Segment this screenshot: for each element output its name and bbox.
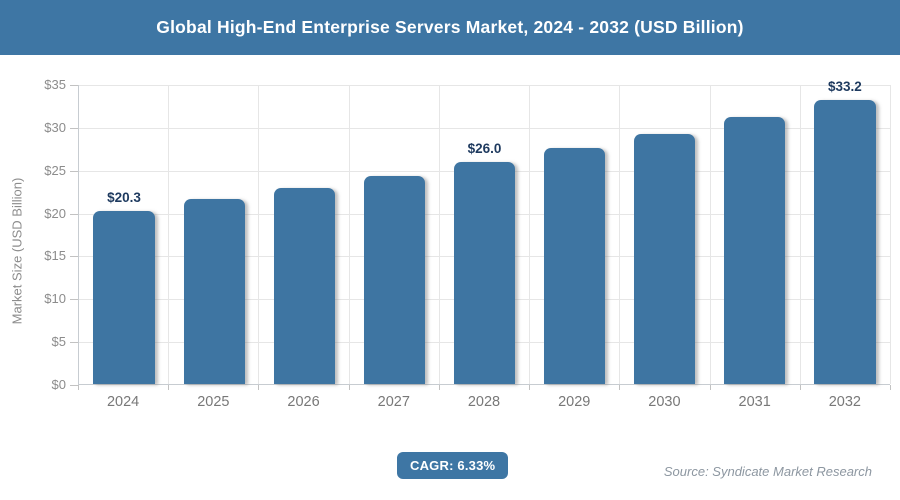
x-axis-label-2024: 2024 [106,394,140,410]
x-axis-label-2029: 2029 [558,394,591,410]
bar-column-2025 [169,85,259,384]
bars-layer: $20.3 $26.0 $33.2 [79,79,890,384]
bar-2029 [543,148,606,384]
gridline-vertical [619,85,621,384]
y-tick-mark [70,385,78,386]
x-axis-label-2032: 2032 [828,394,861,410]
source-text: Source: Syndicate Market Research [663,464,872,479]
x-axis-label-2031: 2031 [738,394,771,410]
x-tick-mark [348,385,350,390]
x-tick-mark [529,385,531,390]
bar-column-2024: $20.3 [79,85,169,384]
y-tick-mark [70,170,78,172]
y-tick-label: $30 [44,119,66,135]
x-axis-labels: 2024 2025 2026 2027 2028 2029 2030 2031 2032 [78,394,890,410]
bar-2027 [363,175,426,384]
y-tick-label: $10 [44,291,66,307]
bar-2032: $33.2 [814,79,876,384]
gridline-vertical [438,85,440,384]
bar-column-2027 [349,85,439,384]
x-tick-mark [619,385,621,390]
x-axis-label-2030: 2030 [648,394,681,410]
gridline-horizontal [79,85,890,86]
gridline-vertical [529,85,531,384]
bar-column-2028: $26.0 [439,85,529,384]
x-tick-mark [78,385,79,390]
title-bar: Global High-End Enterprise Servers Marke… [0,0,900,55]
bar-2025 [183,199,245,384]
y-tick-mark [70,342,78,344]
x-tick-mark [709,385,711,390]
bar-2028: $26.0 [453,141,516,384]
x-axis-label-2028: 2028 [467,394,501,410]
chart-title: Global High-End Enterprise Servers Marke… [156,17,744,37]
y-tick-label: $20 [44,205,66,221]
x-axis-label-2025: 2025 [197,394,230,410]
gridline-vertical [168,85,170,384]
bar-2026 [273,187,335,384]
plot-area: $20.3 $26.0 $33.2 [78,79,891,385]
x-tick-mark [168,385,170,390]
y-tick-label: $0 [51,377,66,392]
bar-value-label-2024: $20.3 [107,189,141,205]
y-tick-mark [70,256,78,258]
cagr-badge: CAGR: 6.33% [397,452,509,479]
gridline-vertical [799,85,801,384]
y-tick-mark [70,299,78,301]
y-tick-label: $15 [44,248,66,264]
bar-2024: $20.3 [93,190,155,384]
x-tick-mark [799,385,801,390]
y-tick-mark [70,85,78,86]
y-tick-label: $5 [51,334,66,350]
gridline-vertical [258,85,260,384]
gridline-vertical [890,85,891,384]
x-tick-mark [258,385,260,390]
bar-value-label-2028: $26.0 [467,140,502,156]
x-tick-mark [890,385,891,390]
bar-column-2029 [530,85,620,384]
x-axis-label-2027: 2027 [377,394,410,410]
y-tick-label: $35 [44,77,66,92]
gridline-vertical [348,85,350,384]
bar-column-2030 [620,85,710,384]
x-axis-label-2026: 2026 [287,394,320,410]
bar-column-2026 [259,85,349,384]
gridline-vertical [709,85,711,384]
x-tick-mark [438,385,440,390]
gridline-horizontal [79,127,890,129]
bar-2030 [634,133,696,384]
y-tick-mark [70,127,78,129]
bar-value-label-2032: $33.2 [828,79,862,95]
bar-column-2031 [710,85,800,384]
bar-2031 [724,117,786,384]
y-tick-label: $25 [44,162,66,178]
y-tick-mark [70,213,78,215]
bar-column-2032: $33.2 [800,79,890,384]
